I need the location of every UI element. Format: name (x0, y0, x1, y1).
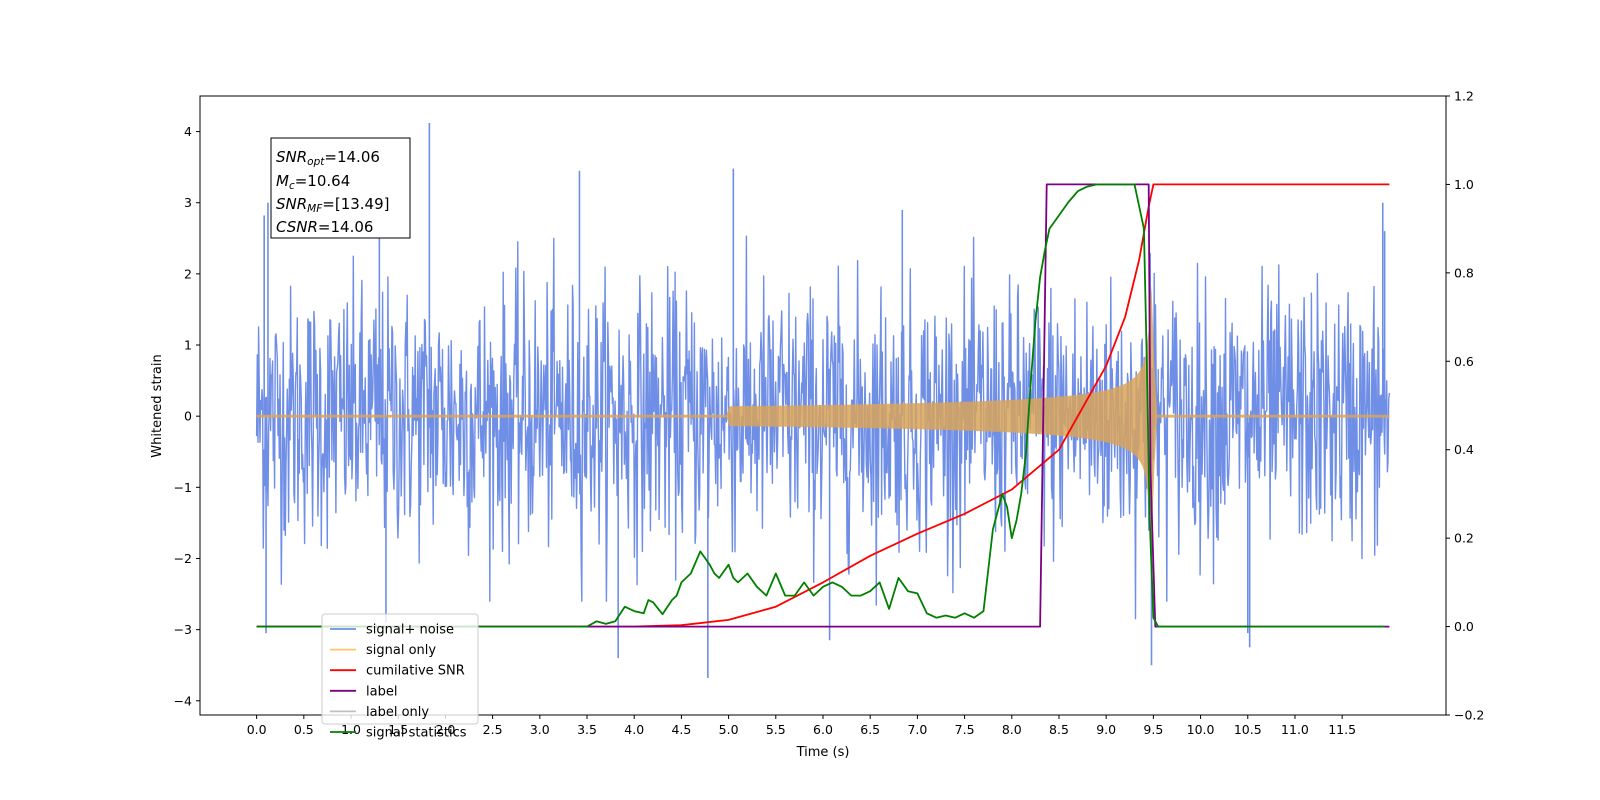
x-axis: 0.0 0.5 1.0 1.5 2.0 2.5 3.0 3.5 4.0 4.5 5.0 5.5 6.0 6… (247, 715, 1356, 737)
y-tick-label: −2 (174, 551, 192, 566)
y2-tick-label: 1.2 (1454, 89, 1474, 104)
x-tick-label: 6.5 (860, 722, 880, 737)
x-tick-label: 11.0 (1281, 722, 1309, 737)
legend-entry: label only (366, 705, 429, 720)
annotation-snr-opt: SNRopt=14.06 (276, 148, 380, 168)
y2-tick-label: 0.8 (1454, 265, 1474, 280)
y2-tick-label: 0.4 (1454, 442, 1474, 457)
x-tick-label: 0.5 (294, 722, 314, 737)
y2-tick-label: 0.2 (1454, 531, 1474, 546)
y-tick-label: 2 (184, 266, 192, 281)
x-axis-label: Time (s) (796, 745, 850, 760)
series-line-label (256, 183, 1390, 628)
legend: signal+ noise signal only cumilative SNR la… (321, 613, 479, 741)
x-tick-label: 8.5 (1049, 722, 1069, 737)
x-tick-label: 9.0 (1096, 722, 1116, 737)
legend-entry: signal statistics (366, 726, 467, 741)
x-tick-label: 4.0 (624, 722, 644, 737)
y-tick-label: −4 (174, 693, 192, 708)
y-tick-label: 3 (184, 195, 192, 210)
x-tick-label: 10.0 (1187, 722, 1215, 737)
x-tick-label: 8.0 (1002, 722, 1022, 737)
x-tick-label: 10.5 (1234, 722, 1262, 737)
annotation-snr-mf: SNRMF=[13.49] (276, 195, 390, 215)
x-tick-label: 9.5 (1143, 722, 1163, 737)
y-tick-label: −3 (174, 622, 192, 637)
x-tick-label: 5.0 (719, 722, 739, 737)
y2-tick-label: −0.2 (1454, 708, 1484, 723)
legend-frame (321, 613, 479, 725)
y-tick-label: −1 (174, 480, 192, 495)
legend-entry: signal+ noise (366, 623, 454, 638)
x-tick-label: 1.5 (388, 722, 408, 737)
y-tick-label: 0 (184, 409, 192, 424)
x-tick-label: 3.0 (530, 722, 550, 737)
x-tick-label: 5.5 (766, 722, 786, 737)
annotation-csnr: CSNR=14.06 (276, 218, 373, 236)
y2-tick-label: 1.0 (1454, 177, 1474, 192)
series-area-signal-only (256, 285, 1390, 547)
x-tick-label: 11.5 (1328, 722, 1356, 737)
x-tick-label: 4.5 (671, 722, 691, 737)
series-line-signal-noise (255, 235, 1391, 620)
x-tick-label: 1.0 (341, 722, 361, 737)
x-tick-label: 0.0 (247, 722, 267, 737)
x-tick-label: 6.0 (813, 722, 833, 737)
y-axis-label: Whitened strain (150, 354, 165, 457)
series-line-signal-statistics (256, 183, 1385, 628)
series-line-cumulative-snr (256, 183, 1390, 628)
x-tick-label: 7.0 (907, 722, 927, 737)
y-axis-left: −4 −3 −2 −1 0 1 2 3 4 (174, 124, 200, 708)
y-tick-label: 4 (184, 124, 192, 139)
y2-tick-label: 0.6 (1454, 354, 1474, 369)
x-tick-label: 2.5 (483, 722, 503, 737)
series-layer (255, 123, 1391, 679)
annotation-box: SNRopt=14.06 Mc=10.64 SNRMF=[13.49] CSNR… (270, 137, 411, 239)
y2-tick-label: 0.0 (1454, 619, 1474, 634)
y-axis-right: −0.2 0.0 0.2 0.4 0.6 0.8 1.0 1.2 (1446, 89, 1484, 723)
x-tick-label: 3.5 (577, 722, 597, 737)
x-tick-label: 2.0 (435, 722, 455, 737)
legend-entry: cumilative SNR (366, 664, 465, 679)
legend-entry: label (366, 684, 397, 699)
legend-entry: signal only (366, 643, 436, 658)
x-tick-label: 7.5 (955, 722, 975, 737)
annotation-mc: Mc=10.64 (276, 172, 350, 192)
y-tick-label: 1 (184, 338, 192, 353)
